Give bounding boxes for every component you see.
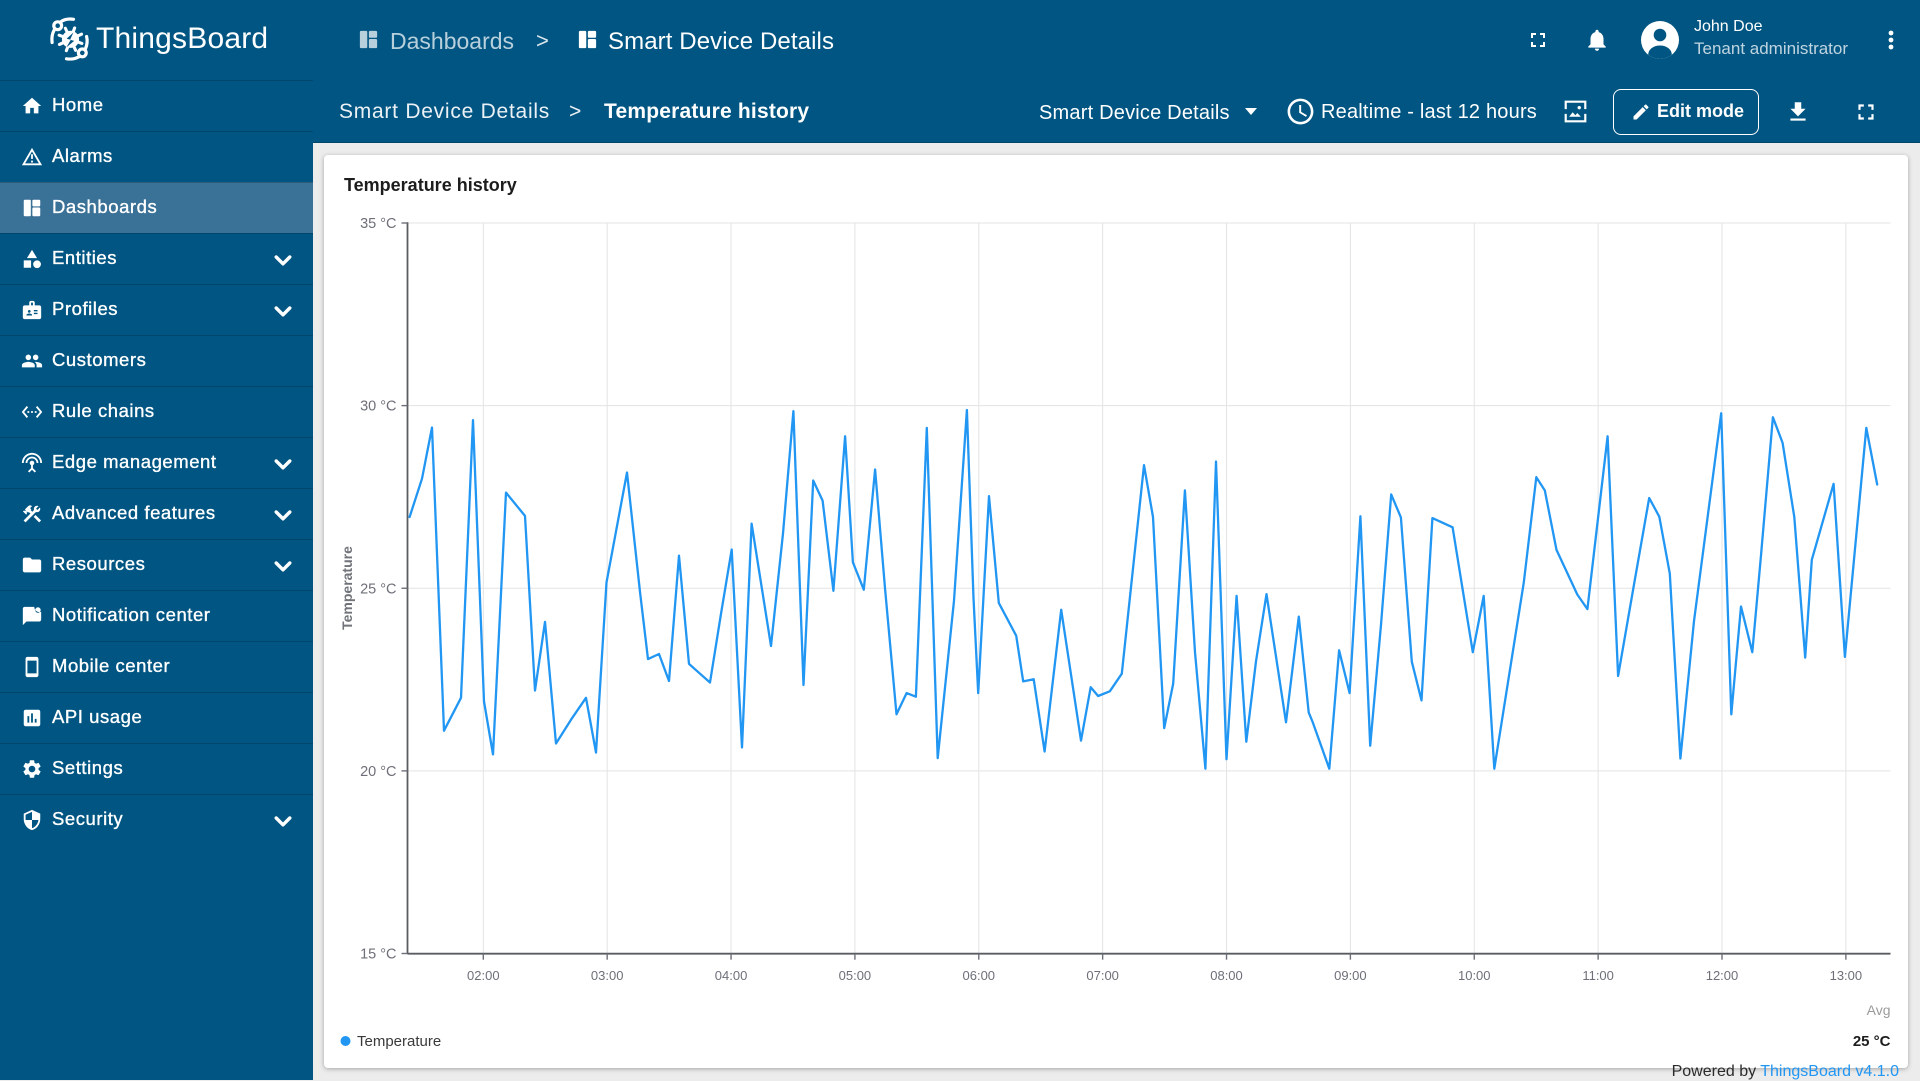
svg-text:03:00: 03:00 [591, 968, 624, 983]
svg-text:25 °C: 25 °C [1853, 1033, 1891, 1050]
svg-text:06:00: 06:00 [963, 968, 996, 983]
svg-text:07:00: 07:00 [1086, 968, 1119, 983]
svg-text:10:00: 10:00 [1458, 968, 1491, 983]
svg-text:25 °C: 25 °C [360, 581, 396, 597]
svg-text:08:00: 08:00 [1210, 968, 1243, 983]
svg-text:35 °C: 35 °C [360, 216, 396, 232]
svg-text:Avg: Avg [1867, 1002, 1891, 1018]
svg-text:30 °C: 30 °C [360, 399, 396, 415]
svg-text:11:00: 11:00 [1582, 968, 1614, 983]
svg-text:12:00: 12:00 [1706, 968, 1739, 983]
svg-text:Temperature: Temperature [357, 1033, 441, 1050]
svg-text:Temperature history: Temperature history [344, 175, 517, 195]
svg-text:20 °C: 20 °C [360, 764, 396, 780]
svg-text:04:00: 04:00 [715, 968, 748, 983]
svg-text:09:00: 09:00 [1334, 968, 1367, 983]
svg-text:13:00: 13:00 [1830, 968, 1863, 983]
svg-text:02:00: 02:00 [467, 968, 500, 983]
svg-text:15 °C: 15 °C [360, 947, 396, 963]
svg-text:05:00: 05:00 [839, 968, 872, 983]
svg-text:Temperature: Temperature [339, 546, 355, 630]
